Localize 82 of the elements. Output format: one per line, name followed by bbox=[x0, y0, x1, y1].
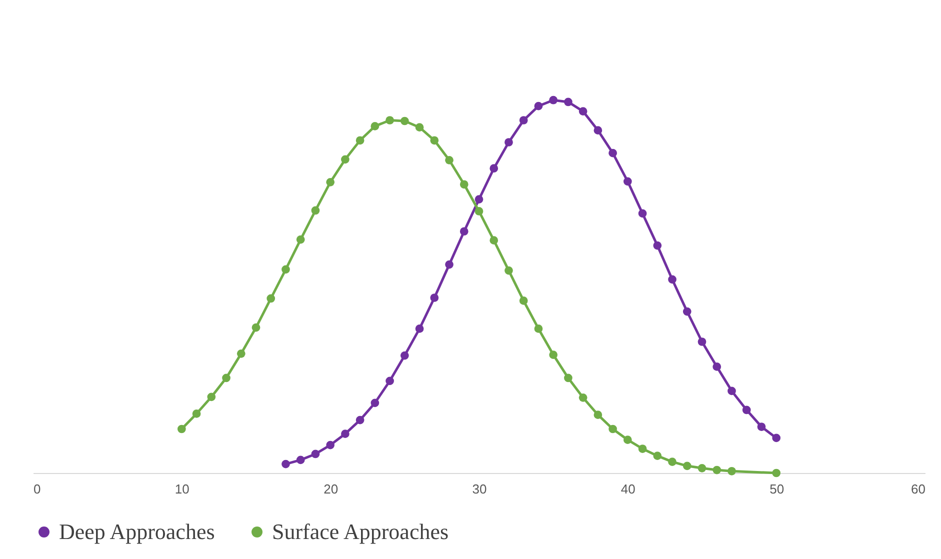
point bbox=[296, 456, 305, 464]
point bbox=[370, 122, 380, 130]
point bbox=[728, 466, 736, 476]
point bbox=[742, 406, 751, 414]
point bbox=[728, 386, 736, 396]
point bbox=[757, 422, 766, 431]
point bbox=[668, 275, 676, 284]
x-tick-label: 0 bbox=[34, 482, 41, 496]
point bbox=[504, 266, 513, 275]
point bbox=[653, 452, 662, 460]
point bbox=[356, 416, 364, 424]
point bbox=[698, 338, 706, 346]
point bbox=[266, 294, 276, 303]
point bbox=[341, 430, 350, 438]
point bbox=[430, 294, 439, 302]
point bbox=[682, 307, 692, 316]
point bbox=[578, 107, 588, 116]
point bbox=[578, 394, 588, 402]
point bbox=[490, 164, 498, 173]
point bbox=[177, 424, 186, 434]
point bbox=[608, 424, 617, 434]
x-tick-label: 20 bbox=[324, 482, 338, 496]
legend-label: Surface Approaches bbox=[272, 519, 449, 544]
point bbox=[638, 444, 647, 453]
point bbox=[608, 148, 617, 158]
point bbox=[623, 436, 632, 444]
point bbox=[698, 464, 706, 472]
point bbox=[326, 440, 335, 450]
point bbox=[712, 362, 722, 371]
point bbox=[534, 324, 543, 333]
point bbox=[460, 180, 468, 189]
point bbox=[296, 235, 305, 244]
point bbox=[400, 116, 409, 126]
point bbox=[534, 102, 543, 110]
point bbox=[415, 324, 424, 333]
point bbox=[326, 178, 335, 186]
point bbox=[594, 126, 602, 134]
point bbox=[207, 392, 216, 402]
point bbox=[564, 98, 572, 106]
point bbox=[474, 195, 484, 204]
point bbox=[623, 177, 632, 186]
point bbox=[430, 136, 439, 145]
point bbox=[192, 410, 201, 418]
point bbox=[712, 466, 722, 474]
point bbox=[311, 450, 320, 458]
point bbox=[400, 351, 409, 360]
point bbox=[370, 398, 380, 408]
point bbox=[341, 155, 350, 164]
point bbox=[460, 227, 468, 236]
x-tick-label: 50 bbox=[770, 482, 784, 496]
point bbox=[474, 207, 484, 216]
x-tick-label: 60 bbox=[911, 482, 926, 496]
point bbox=[504, 138, 513, 146]
point bbox=[311, 206, 320, 215]
point bbox=[549, 350, 558, 359]
point bbox=[682, 462, 692, 470]
point bbox=[252, 323, 260, 332]
point bbox=[653, 241, 662, 250]
point bbox=[386, 376, 394, 386]
point bbox=[594, 410, 602, 420]
point bbox=[638, 209, 647, 218]
x-tick-label: 10 bbox=[174, 482, 190, 496]
point bbox=[415, 123, 424, 132]
point bbox=[549, 96, 558, 104]
point bbox=[490, 236, 498, 244]
point bbox=[236, 350, 246, 358]
point bbox=[519, 116, 528, 124]
x-tick-label: 40 bbox=[620, 482, 636, 496]
point bbox=[222, 374, 230, 382]
point bbox=[564, 374, 572, 382]
point bbox=[519, 296, 528, 305]
point bbox=[386, 116, 394, 124]
point bbox=[668, 458, 676, 466]
point bbox=[282, 265, 290, 274]
point bbox=[356, 136, 364, 145]
point bbox=[282, 460, 290, 468]
point bbox=[772, 434, 781, 442]
point bbox=[445, 156, 454, 164]
point bbox=[772, 468, 781, 478]
x-tick-label: 30 bbox=[472, 482, 487, 496]
legend-label: Deep Approaches bbox=[59, 519, 215, 544]
point bbox=[445, 260, 454, 269]
